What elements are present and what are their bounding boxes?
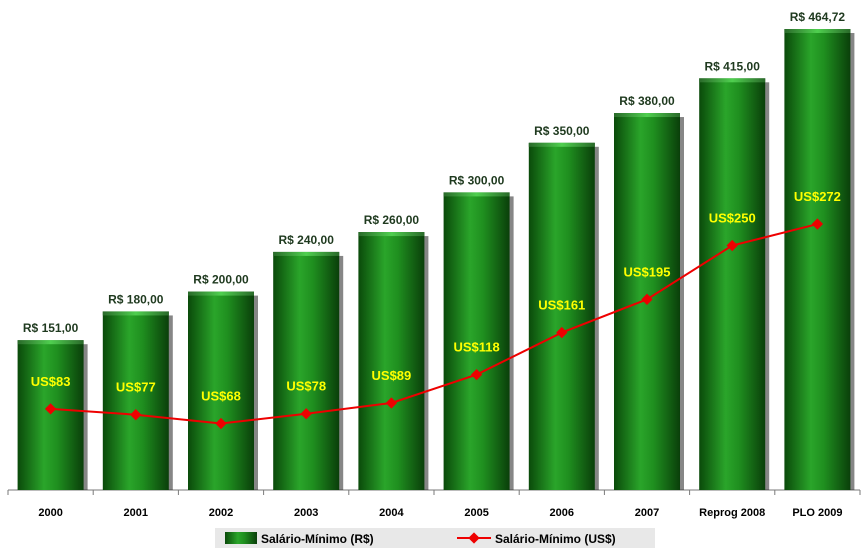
bar-top-cap <box>273 251 340 256</box>
bar-value-label: R$ 260,00 <box>364 213 420 227</box>
line-layer <box>44 218 824 430</box>
usd-point-marker <box>44 403 57 415</box>
category-label: 2006 <box>550 507 574 519</box>
usd-value-label: US$250 <box>709 211 756 226</box>
bar-2000 <box>17 340 84 490</box>
category-label: 2002 <box>209 507 233 519</box>
bar-value-label: R$ 350,00 <box>534 124 590 138</box>
usd-value-label: US$195 <box>624 264 671 279</box>
bar-2004 <box>358 232 425 491</box>
usd-point-marker <box>556 326 568 339</box>
category-label: 2000 <box>38 507 62 519</box>
legend-box <box>215 528 655 548</box>
usd-point-marker <box>215 417 227 430</box>
bar-top-cap <box>614 113 680 118</box>
legend-item-bar: Salário-Mínimo (R$) <box>225 532 374 546</box>
bar-2006 <box>528 142 595 490</box>
category-label: 2003 <box>294 507 318 519</box>
bar-value-label: R$ 380,00 <box>619 94 675 108</box>
bar-value-label: R$ 464,72 <box>790 10 846 24</box>
bar-2001 <box>102 311 169 490</box>
usd-point-marker <box>385 397 398 409</box>
usd-point-marker <box>811 218 824 230</box>
bar-top-cap <box>528 142 595 147</box>
bar-value-label: R$ 240,00 <box>279 233 335 247</box>
legend-label-line: Salário-Mínimo (US$) <box>495 532 616 546</box>
usd-value-label: US$78 <box>286 379 326 394</box>
usd-value-label: US$272 <box>794 189 841 204</box>
usd-value-label: US$77 <box>116 380 156 395</box>
bar-value-label: R$ 180,00 <box>108 292 164 306</box>
usd-point-marker <box>300 408 312 420</box>
bar-value-label: R$ 415,00 <box>705 59 761 73</box>
category-label: PLO 2009 <box>792 507 842 519</box>
labels-layer: R$ 151,00 2000 R$ 180,00 2001 R$ 200,00 2002 R… <box>23 10 846 519</box>
bar-plo-2009 <box>784 29 851 490</box>
bar-top-cap <box>699 78 766 83</box>
usd-series-line <box>50 223 818 425</box>
usd-point-marker <box>641 293 653 305</box>
category-label: 2007 <box>635 507 659 519</box>
bars-layer <box>17 29 855 491</box>
category-label: 2005 <box>464 507 488 519</box>
category-label: 2001 <box>124 507 148 519</box>
usd-value-label: US$89 <box>372 368 412 383</box>
bar-top-cap <box>358 232 425 237</box>
bar-top-cap <box>102 311 169 316</box>
legend-swatch-marker <box>468 532 480 544</box>
usd-value-label: US$161 <box>538 298 585 313</box>
usd-point-marker <box>726 239 738 252</box>
legend: Salário-Mínimo (R$) Salário-Mínimo (US$) <box>215 528 655 548</box>
category-label: 2004 <box>379 507 404 519</box>
axis-layer <box>7 489 861 495</box>
usd-value-label: US$83 <box>31 374 71 389</box>
usd-point-marker <box>130 409 142 421</box>
bar-reprog-2008 <box>699 78 766 491</box>
usd-value-label: US$68 <box>201 389 241 404</box>
bar-top-cap <box>17 340 84 345</box>
bar-value-label: R$ 300,00 <box>449 173 505 187</box>
legend-swatch-bar <box>225 532 257 544</box>
bar-top-cap <box>443 192 510 197</box>
bar-value-label: R$ 151,00 <box>23 321 79 335</box>
usd-value-label: US$118 <box>453 340 499 355</box>
bar-value-label: R$ 200,00 <box>193 273 249 287</box>
bar-2005 <box>443 192 510 491</box>
usd-point-marker <box>470 368 483 381</box>
bar-2002 <box>188 291 254 490</box>
bar-2003 <box>273 251 340 490</box>
legend-item-line: Salário-Mínimo (US$) <box>457 532 616 546</box>
legend-label-bar: Salário-Mínimo (R$) <box>261 532 374 546</box>
bar-top-cap <box>188 291 254 296</box>
bar-top-cap <box>784 29 851 33</box>
category-label: Reprog 2008 <box>699 507 765 519</box>
